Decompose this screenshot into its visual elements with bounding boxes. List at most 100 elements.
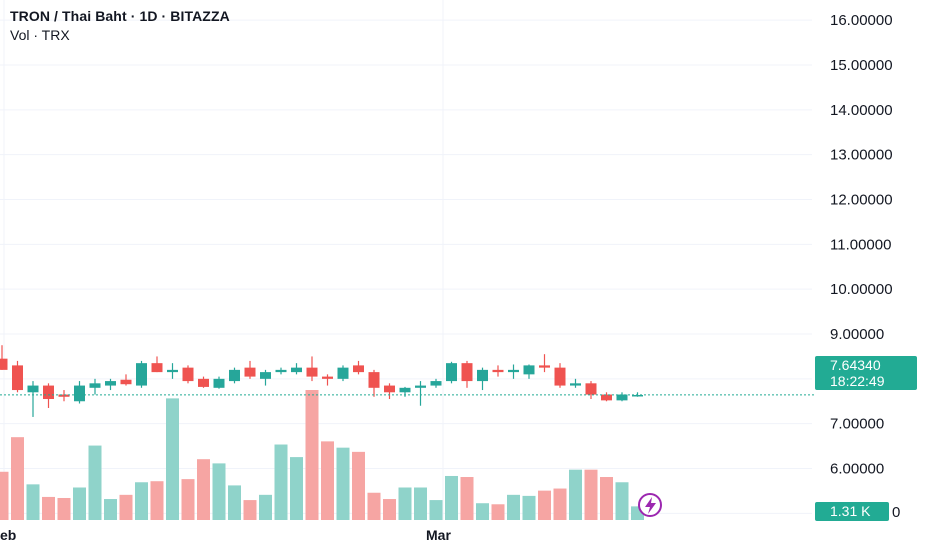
candle-body	[12, 365, 23, 391]
volume-bar	[26, 484, 40, 520]
volume-bar	[522, 495, 536, 520]
time-tick-label: eb	[0, 527, 16, 543]
volume-bar	[367, 492, 381, 520]
candle-body	[399, 387, 411, 393]
candle-body	[167, 369, 178, 373]
volume-bars	[0, 390, 644, 520]
candle-body	[337, 367, 349, 379]
candle-body	[198, 378, 209, 387]
price-candles	[0, 345, 643, 417]
volume-bar	[476, 503, 489, 520]
candle-body	[415, 385, 426, 388]
candle-body	[306, 367, 318, 377]
candle-body	[430, 381, 442, 386]
candle-body	[539, 365, 550, 368]
candle-body	[182, 367, 194, 382]
volume-bar	[181, 479, 195, 520]
volume-bar	[507, 494, 520, 520]
time-axis[interactable]: eb Mar	[0, 527, 451, 543]
price-tick-label: 6.00000	[830, 461, 884, 478]
candle-body	[322, 376, 333, 379]
volume-bar	[398, 487, 412, 520]
candle-body	[58, 394, 70, 397]
volume-bar	[119, 494, 133, 520]
price-tick-label: 15.00000	[830, 57, 893, 74]
volume-bar	[57, 497, 71, 520]
candle-body	[291, 367, 302, 373]
candle-body	[136, 363, 147, 386]
candle-body	[120, 379, 132, 385]
volume-bar	[569, 469, 582, 520]
volume-bar	[0, 471, 9, 520]
price-tick-label: 10.00000	[830, 281, 893, 298]
price-tick-label: 16.00000	[830, 12, 893, 29]
candle-body	[616, 394, 628, 401]
volume-bar	[615, 482, 629, 520]
volume-indicator-label[interactable]: Vol · TRX	[10, 27, 70, 43]
candle-body	[74, 385, 85, 402]
candle-body	[601, 394, 612, 401]
time-tick-label: Mar	[426, 527, 451, 543]
volume-bar	[584, 469, 598, 520]
candle-body	[554, 367, 566, 386]
candle-body	[384, 385, 395, 393]
volume-bar	[11, 437, 24, 520]
volume-badge: 1.31 K	[815, 502, 889, 521]
price-axis[interactable]: 5.000006.000007.000008.000009.0000010.00…	[830, 12, 900, 522]
candle-body	[461, 363, 473, 382]
candle-body	[244, 367, 256, 377]
candle-body	[260, 372, 271, 379]
volume-bar	[212, 463, 226, 520]
volume-bar	[259, 494, 272, 520]
volume-bar	[243, 500, 257, 520]
volume-bar	[150, 481, 164, 520]
lightning-icon	[645, 497, 656, 514]
candle-body	[570, 383, 581, 386]
volume-bar	[42, 496, 55, 520]
candle-body	[275, 369, 287, 373]
volume-bar	[429, 500, 443, 520]
last-price-value: 7.64340	[830, 357, 881, 373]
candle-body	[523, 365, 535, 375]
last-price-badge: 7.64340 18:22:49	[815, 356, 917, 390]
volume-bar	[460, 477, 474, 520]
volume-bar	[104, 499, 117, 520]
last-price-badge-bg	[815, 356, 917, 390]
candle-body	[105, 381, 116, 386]
volume-bar	[88, 445, 102, 520]
volume-bar	[321, 441, 334, 520]
volume-bar	[135, 482, 148, 520]
candle-body	[229, 369, 240, 382]
candle-body	[27, 385, 39, 393]
volume-bar	[274, 444, 288, 520]
price-tick-label: 9.00000	[830, 326, 884, 343]
price-tick-label: 7.00000	[830, 416, 884, 433]
candle-body	[368, 372, 380, 388]
volume-badge-value: 1.31 K	[830, 503, 871, 519]
volume-bar	[445, 475, 458, 520]
volume-badge-bg	[815, 502, 889, 521]
volume-bar	[166, 398, 179, 520]
volume-bar	[228, 485, 241, 520]
chart-legend: TRON / Thai Baht · 1D · BITAZZA Vol · TR…	[10, 8, 230, 43]
volume-bar	[352, 451, 365, 520]
volume-bar	[290, 457, 303, 520]
candle-body	[632, 394, 643, 397]
price-tick-label: 13.00000	[830, 147, 893, 164]
volume-bar	[414, 487, 427, 520]
price-tick-label: 14.00000	[830, 102, 893, 119]
symbol-title[interactable]: TRON / Thai Baht · 1D · BITAZZA	[10, 8, 230, 24]
candle-body	[0, 358, 8, 370]
candle-body	[353, 365, 364, 373]
price-tick-label: 12.00000	[830, 192, 893, 209]
candle-body	[585, 383, 597, 395]
volume-bar	[491, 504, 505, 520]
candle-body	[151, 363, 163, 373]
volume-bar	[383, 499, 396, 520]
candle-body	[213, 378, 225, 388]
candle-body	[508, 369, 519, 373]
candle-body	[89, 383, 101, 388]
event-flash-icon[interactable]	[638, 493, 662, 517]
volume-bar	[538, 490, 551, 520]
